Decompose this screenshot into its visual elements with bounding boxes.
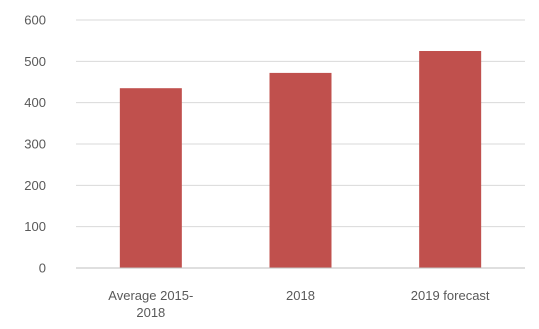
bars <box>119 51 482 268</box>
x-tick-label: 2018 <box>286 288 315 303</box>
y-tick-label: 300 <box>24 137 46 152</box>
y-tick-label: 0 <box>39 261 46 276</box>
y-tick-label: 200 <box>24 178 46 193</box>
bar <box>119 88 182 268</box>
x-tick-label: Average 2015-2018 <box>108 288 193 320</box>
y-axis-tick-labels: 0 100 200 300 400 500 600 <box>24 13 46 276</box>
y-tick-label: 400 <box>24 95 46 110</box>
bar <box>419 51 482 268</box>
y-tick-label: 500 <box>24 54 46 69</box>
x-axis-tick-labels: Average 2015-2018 2018 2019 forecast <box>108 288 490 320</box>
x-tick-label: 2019 forecast <box>411 288 490 303</box>
bar <box>269 72 332 268</box>
y-tick-label: 600 <box>24 13 46 28</box>
y-tick-label: 100 <box>24 219 46 234</box>
